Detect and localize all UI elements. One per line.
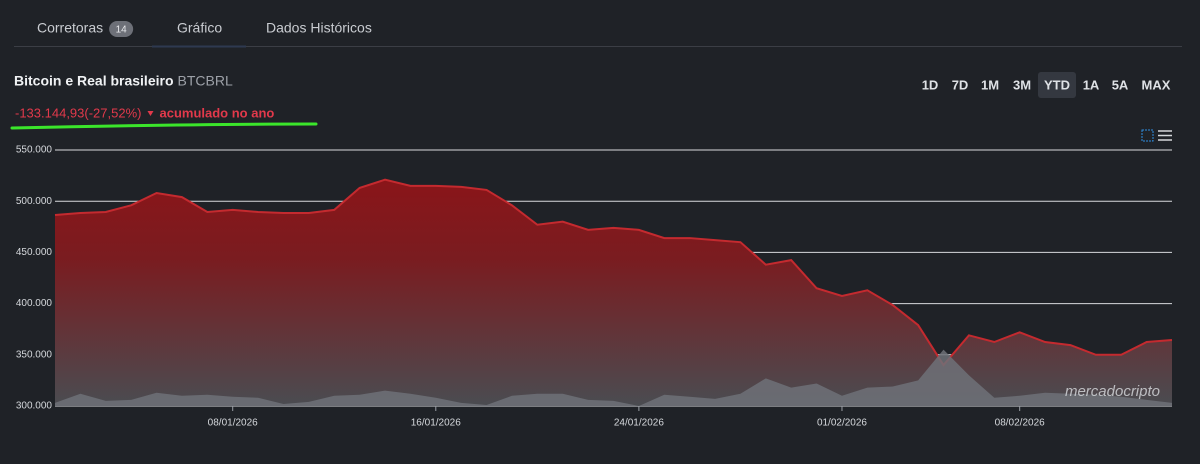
chart: 300.000 350.000 400.000 450.000 500.000 550.0… bbox=[16, 145, 1173, 429]
tab[interactable]: Dados Históricos bbox=[266, 20, 372, 36]
range-button[interactable]: 3M bbox=[1013, 77, 1031, 92]
range-button[interactable]: MAX bbox=[1142, 77, 1171, 92]
menu-icon[interactable] bbox=[1158, 130, 1172, 141]
x-tick-label: 01/02/2026 bbox=[817, 418, 867, 429]
range-button[interactable]: 7D bbox=[952, 77, 969, 92]
range-button[interactable]: 1A bbox=[1083, 77, 1100, 92]
range-button[interactable]: YTD bbox=[1044, 77, 1070, 92]
y-tick-label: 400.000 bbox=[16, 298, 53, 309]
tab[interactable]: Corretoras bbox=[37, 20, 103, 36]
range-button[interactable]: 5A bbox=[1112, 77, 1129, 92]
x-tick-label: 08/02/2026 bbox=[995, 418, 1045, 429]
y-tick-label: 350.000 bbox=[16, 349, 53, 360]
down-arrow bbox=[147, 111, 154, 116]
chart-menu[interactable] bbox=[1141, 129, 1172, 142]
ytd-change: -133.144,93(-27,52%) bbox=[15, 105, 141, 120]
tab-badge bbox=[109, 21, 134, 37]
area-line bbox=[54, 178, 1173, 367]
x-tick-label: 16/01/2026 bbox=[411, 418, 461, 429]
tab[interactable]: Gráfico bbox=[177, 20, 222, 36]
zoom-icon[interactable] bbox=[1141, 129, 1154, 142]
x-tick-label: 08/01/2026 bbox=[208, 418, 258, 429]
y-tick-label: 550.000 bbox=[16, 145, 53, 156]
range-button[interactable]: 1M bbox=[981, 77, 999, 92]
asset-title: Bitcoin e Real brasileiro bbox=[14, 73, 174, 89]
asset-ticker: BTCBRL bbox=[178, 73, 233, 89]
y-tick-label: 450.000 bbox=[16, 247, 53, 258]
area-fill bbox=[55, 179, 1172, 406]
tab-badge-count: 14 bbox=[116, 25, 128, 36]
range-active-bg bbox=[1038, 72, 1076, 98]
y-tick-label: 500.000 bbox=[16, 196, 53, 207]
ytd-change-note: acumulado no ano bbox=[159, 105, 274, 120]
range-button[interactable]: 1D bbox=[922, 77, 939, 92]
highlight-underline bbox=[10, 122, 318, 130]
x-tick-label: 24/01/2026 bbox=[614, 418, 664, 429]
watermark: mercadocripto bbox=[1065, 383, 1160, 400]
area-fill bbox=[55, 349, 1172, 406]
y-tick-label: 300.000 bbox=[16, 401, 53, 412]
